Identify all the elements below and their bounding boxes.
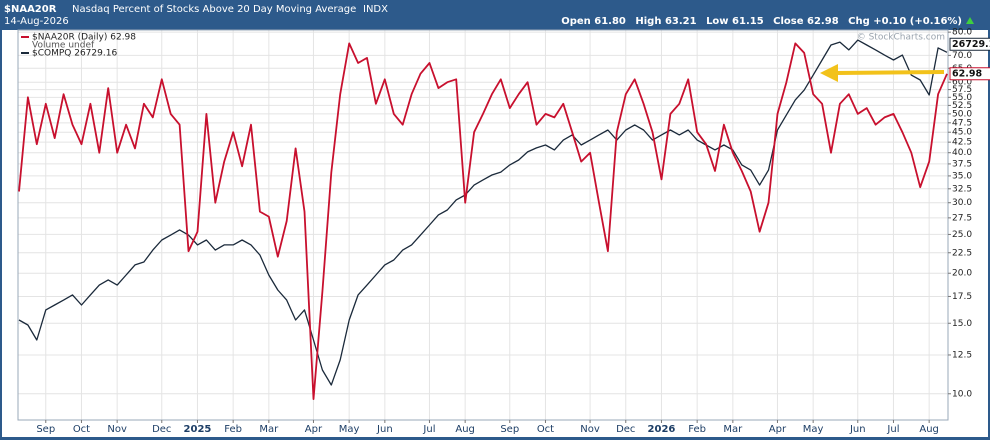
y-tick-label: 70.0 — [952, 51, 972, 61]
x-tick-label: May — [339, 424, 360, 435]
quote-value: 63.21 — [665, 16, 697, 27]
y-tick-label: 80.0 — [952, 28, 972, 38]
up-arrow — [966, 17, 974, 24]
y-tick-label: 10.0 — [952, 389, 972, 399]
x-tick-label: Mar — [723, 424, 743, 435]
quote-label: Low — [706, 16, 728, 27]
y-tick-label: 57.5 — [952, 85, 972, 95]
x-tick-label: Aug — [919, 424, 939, 435]
quote-value: 62.98 — [807, 16, 839, 27]
y-tick-label: 47.5 — [952, 118, 972, 128]
value-box-label: 62.98 — [952, 68, 982, 79]
x-tick-label: Apr — [305, 424, 323, 435]
plot-border — [17, 29, 949, 421]
watermark: © StockCharts.com — [857, 33, 945, 43]
x-tick-label: 2026 — [648, 424, 676, 435]
quote-value: 61.15 — [732, 16, 764, 27]
value-box-label: 26729.16 — [952, 39, 990, 50]
y-tick-label: 42.5 — [952, 138, 972, 148]
x-tick-label: Apr — [769, 424, 787, 435]
y-tick-label: 40.0 — [952, 148, 972, 158]
legend-label: Volume undef — [32, 41, 95, 51]
annotation-arrow — [820, 64, 945, 82]
y-tick-label: 27.5 — [952, 213, 972, 223]
quote-label: High — [635, 16, 661, 27]
x-tick-label: Dec — [152, 424, 171, 435]
x-tick-label: Mar — [259, 424, 279, 435]
x-tick-label: 2025 — [184, 424, 212, 435]
y-tick-label: 20.0 — [952, 269, 972, 279]
title: Nasdaq Percent of Stocks Above 20 Day Mo… — [72, 4, 356, 15]
x-tick-label: Dec — [616, 424, 635, 435]
y-tick-label: 37.5 — [952, 159, 972, 169]
x-tick-label: Feb — [688, 424, 706, 435]
y-tick-label: 60.0 — [952, 78, 972, 88]
x-tick-label: Jun — [849, 424, 866, 435]
x-tick-label: Sep — [500, 424, 519, 435]
quote: Open 61.80 High 63.21 Low 61.15 Close 62… — [561, 16, 962, 27]
y-tick-label: 22.5 — [952, 248, 972, 258]
x-tick-label: Nov — [107, 424, 127, 435]
y-tick-label: 15.0 — [952, 319, 972, 329]
x-tick-label: Sep — [36, 424, 55, 435]
value-box — [949, 67, 990, 81]
y-tick-label: 52.5 — [952, 101, 972, 111]
y-tick-label: 55.0 — [952, 93, 972, 103]
x-tick-label: Nov — [580, 424, 600, 435]
symbol: $NAA20R — [4, 4, 57, 15]
y-tick-label: 50.0 — [952, 109, 972, 119]
grid — [18, 30, 948, 420]
x-tick-label: May — [803, 424, 824, 435]
x-tick-label: Jun — [376, 424, 393, 435]
x-tick-label: Feb — [224, 424, 242, 435]
y-tick-label: 30.0 — [952, 198, 972, 208]
date: 14-Aug-2026 — [4, 16, 69, 27]
quote-value: 61.80 — [594, 16, 626, 27]
x-tick-label: Oct — [537, 424, 554, 435]
quote-label: Chg — [848, 16, 870, 27]
series-line — [18, 42, 948, 400]
legend-label: $COMPQ 26729.16 — [32, 49, 117, 59]
axes: 10.0 12.5 15.0 17.5 20.0 22.5 25.0 27.5 30.0 32.5… — [36, 28, 990, 435]
legend-label: $NAA20R (Daily) 62.98 — [32, 33, 136, 43]
series-layer — [18, 39, 948, 400]
x-tick-label: Jul — [886, 424, 899, 435]
exchange: INDX — [363, 4, 388, 15]
x-tick-label: Oct — [73, 424, 90, 435]
series-line — [18, 39, 948, 386]
arrow-head — [820, 64, 838, 82]
quote-label: Close — [773, 16, 804, 27]
y-tick-label: 35.0 — [952, 171, 972, 181]
y-tick-label: 45.0 — [952, 128, 972, 138]
value-box — [949, 37, 990, 51]
arrow-shaft — [835, 70, 945, 75]
quote-value: +0.10 (+0.16%) — [873, 16, 962, 27]
x-tick-label: Aug — [455, 424, 475, 435]
quote-label: Open — [561, 16, 591, 27]
y-tick-label: 17.5 — [952, 292, 972, 302]
y-tick-label: 32.5 — [952, 184, 972, 194]
chart-background — [2, 30, 988, 437]
x-tick-label: Jul — [422, 424, 435, 435]
y-tick-label: 12.5 — [952, 350, 972, 360]
y-tick-label: 25.0 — [952, 230, 972, 240]
